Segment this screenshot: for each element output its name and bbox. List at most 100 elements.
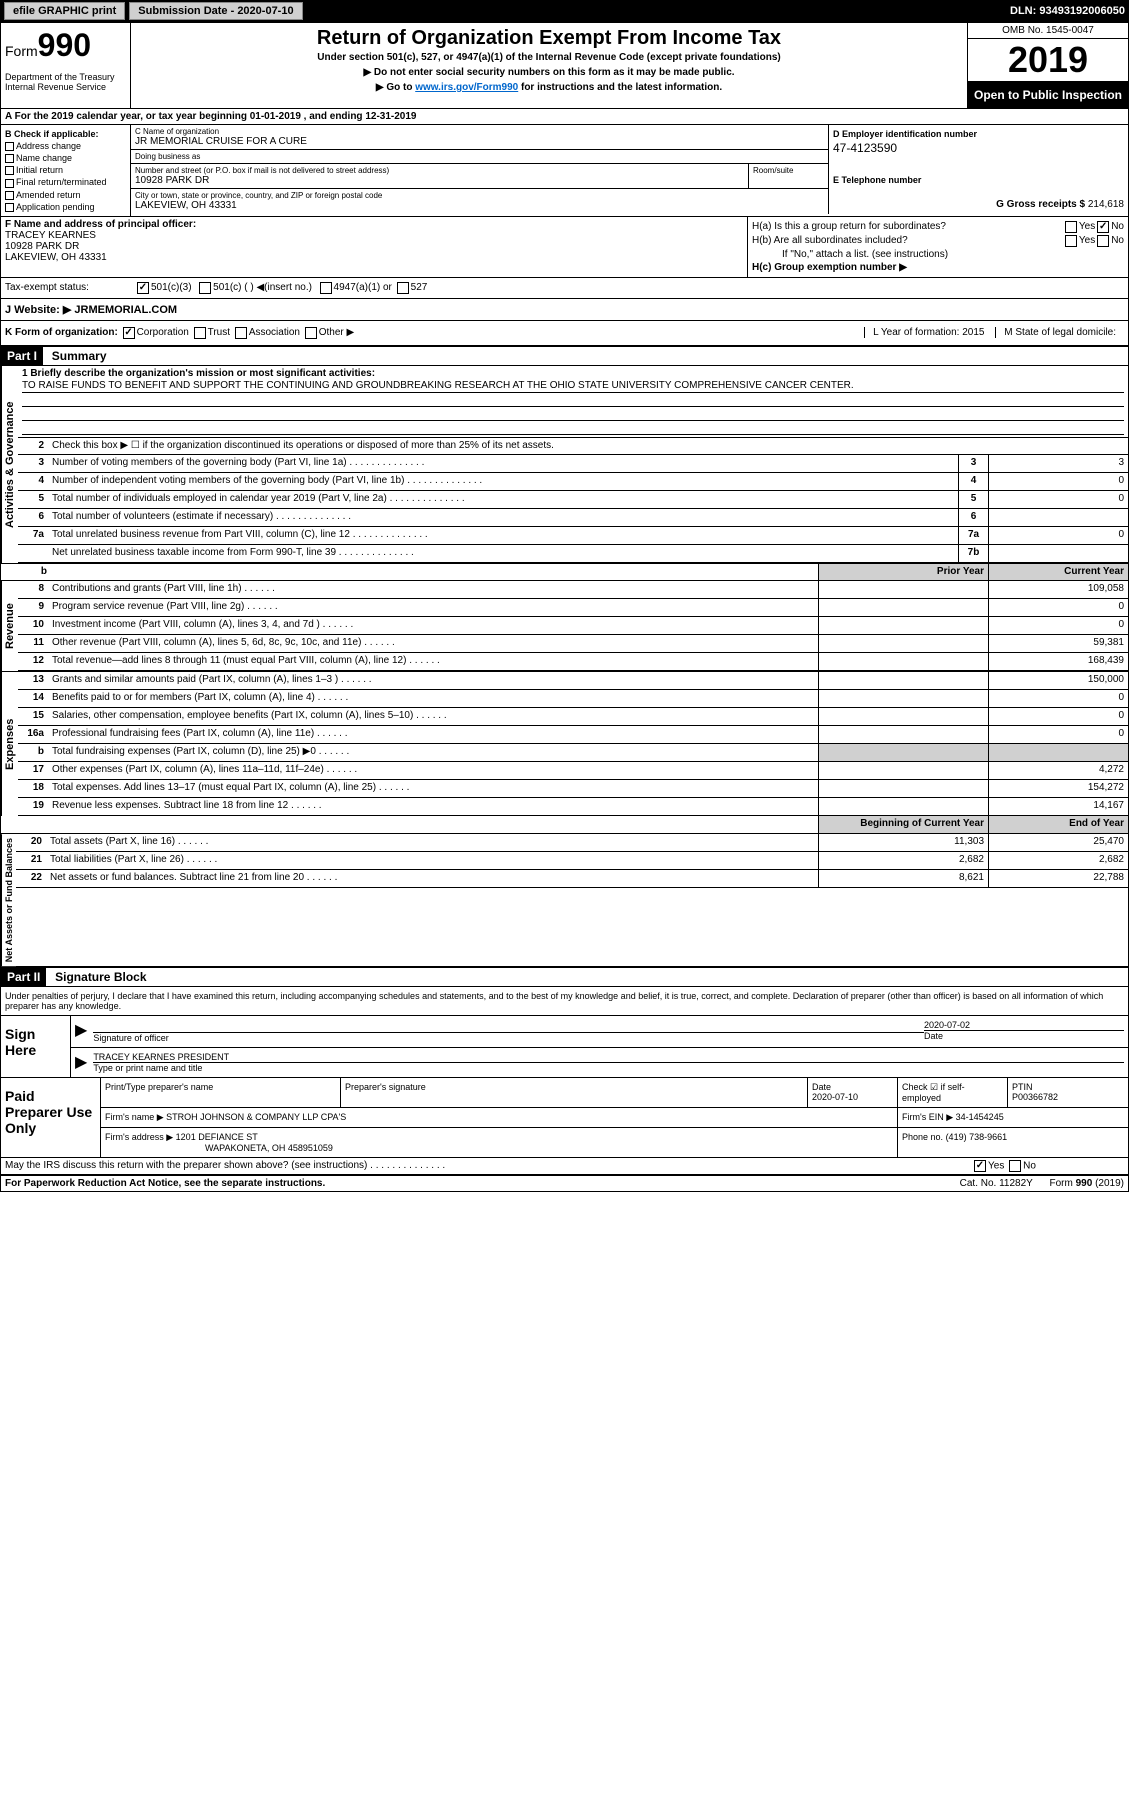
ptin: P00366782 (1012, 1092, 1124, 1102)
org-name-label: C Name of organization (135, 127, 824, 136)
part2-header: Part II Signature Block (1, 966, 1128, 987)
chk-assoc[interactable] (235, 327, 247, 339)
table-row: 18Total expenses. Add lines 13–17 (must … (18, 780, 1128, 798)
sig-date-val: 2020-07-02 (924, 1020, 1124, 1030)
chk-addr-change[interactable] (5, 142, 14, 151)
chk-amended[interactable] (5, 191, 14, 200)
officer-addr1: 10928 PARK DR (5, 241, 743, 252)
hb-yes[interactable] (1065, 235, 1077, 247)
website-label: J Website: ▶ (5, 304, 71, 316)
footer-left: For Paperwork Reduction Act Notice, see … (5, 1178, 325, 1189)
submission-btn[interactable]: Submission Date - 2020-07-10 (129, 2, 302, 20)
open-public: Open to Public Inspection (968, 82, 1128, 108)
firm-phone: (419) 738-9661 (946, 1132, 1008, 1142)
room-suite: Room/suite (748, 164, 828, 188)
part1-header: Part I Summary (1, 347, 1128, 366)
ha-yes[interactable] (1065, 221, 1077, 233)
dba-label: Doing business as (135, 152, 824, 161)
ha-no[interactable] (1097, 221, 1109, 233)
paid-preparer-block: Paid Preparer Use Only Print/Type prepar… (1, 1077, 1128, 1157)
table-row: 3Number of voting members of the governi… (18, 455, 1128, 473)
m-state: M State of legal domicile: (995, 327, 1124, 338)
discuss-yes[interactable] (974, 1160, 986, 1172)
phone-label-e: E Telephone number (833, 175, 1124, 185)
table-row: 14Benefits paid to or for members (Part … (18, 690, 1128, 708)
table-row: 9Program service revenue (Part VIII, lin… (18, 599, 1128, 617)
footer-cat: Cat. No. 11282Y (960, 1178, 1033, 1189)
table-row: 8Contributions and grants (Part VIII, li… (18, 581, 1128, 599)
table-row: 16aProfessional fundraising fees (Part I… (18, 726, 1128, 744)
part1-num: Part I (1, 347, 43, 365)
footer: For Paperwork Reduction Act Notice, see … (1, 1176, 1128, 1191)
hdr-prior: Prior Year (818, 564, 988, 580)
chk-501c3[interactable] (137, 282, 149, 294)
tax-exempt-label: Tax-exempt status: (5, 282, 135, 293)
note-goto-post: for instructions and the latest informat… (518, 82, 722, 93)
side-expenses: Expenses (1, 672, 18, 816)
footer-form: Form 990 (2019) (1050, 1178, 1124, 1189)
chk-name-change[interactable] (5, 154, 14, 163)
hdr-curr: Current Year (988, 564, 1128, 580)
sig-name-val: TRACEY KEARNES PRESIDENT (93, 1052, 1124, 1062)
side-governance: Activities & Governance (1, 366, 18, 563)
prep-date: 2020-07-10 (812, 1092, 893, 1102)
form-990: Form990 Department of the Treasury Inter… (0, 22, 1129, 1192)
table-row: Net unrelated business taxable income fr… (18, 545, 1128, 563)
city-label: City or town, state or province, country… (135, 191, 824, 200)
hb-no[interactable] (1097, 235, 1109, 247)
table-row: 20Total assets (Part X, line 16)11,30325… (16, 834, 1128, 852)
form-header: Form990 Department of the Treasury Inter… (1, 23, 1128, 109)
mission-text: TO RAISE FUNDS TO BENEFIT AND SUPPORT TH… (22, 379, 1124, 393)
table-row: 19Revenue less expenses. Subtract line 1… (18, 798, 1128, 816)
chk-trust[interactable] (194, 327, 206, 339)
perjury-decl: Under penalties of perjury, I declare th… (1, 987, 1128, 1015)
k-label: K Form of organization: (5, 327, 118, 339)
hc-label: H(c) Group exemption number ▶ (752, 262, 907, 273)
firm-ein: 34-1454245 (956, 1112, 1004, 1122)
check-b-column: B Check if applicable: Address change Na… (1, 125, 131, 216)
l-year: L Year of formation: 2015 (864, 327, 992, 338)
table-row: 11Other revenue (Part VIII, column (A), … (18, 635, 1128, 653)
irs-link[interactable]: www.irs.gov/Form990 (415, 82, 518, 93)
block-f-h: F Name and address of principal officer:… (1, 217, 1128, 278)
chk-501c[interactable] (199, 282, 211, 294)
ein-label: D Employer identification number (833, 129, 1124, 139)
block-b-c-d: B Check if applicable: Address change Na… (1, 125, 1128, 217)
table-row: 5Total number of individuals employed in… (18, 491, 1128, 509)
chk-pending[interactable] (5, 203, 14, 212)
paid-preparer-label: Paid Preparer Use Only (1, 1078, 101, 1157)
org-name: JR MEMORIAL CRUISE FOR A CURE (135, 136, 824, 147)
table-row: 15Salaries, other compensation, employee… (18, 708, 1128, 726)
officer-name: TRACEY KEARNES (5, 230, 743, 241)
chk-527[interactable] (397, 282, 409, 294)
discuss-no[interactable] (1009, 1160, 1021, 1172)
addr-label: Number and street (or P.O. box if mail i… (135, 166, 744, 175)
ha-label: H(a) Is this a group return for subordin… (752, 221, 1063, 232)
summary-table: Activities & Governance 1 Briefly descri… (1, 366, 1128, 563)
tax-year: 2019 (968, 39, 1128, 82)
table-row: 21Total liabilities (Part X, line 26)2,6… (16, 852, 1128, 870)
chk-other[interactable] (305, 327, 317, 339)
omb-number: OMB No. 1545-0047 (968, 23, 1128, 39)
dept-treasury: Department of the Treasury Internal Reve… (5, 72, 126, 92)
chk-4947[interactable] (320, 282, 332, 294)
form-label: Form (5, 43, 38, 59)
firm-addr1: 1201 DEFIANCE ST (176, 1132, 258, 1142)
discuss-label: May the IRS discuss this return with the… (5, 1160, 367, 1171)
chk-corp[interactable] (123, 327, 135, 339)
sig-name-label: Type or print name and title (93, 1062, 1124, 1073)
chk-initial[interactable] (5, 166, 14, 175)
side-net: Net Assets or Fund Balances (1, 834, 16, 966)
efile-btn[interactable]: efile GRAPHIC print (4, 2, 125, 20)
dln: DLN: 93493192006050 (1010, 5, 1125, 17)
chk-final[interactable] (5, 179, 14, 188)
prep-name-label: Print/Type preparer's name (101, 1078, 341, 1107)
table-row: 6Total number of volunteers (estimate if… (18, 509, 1128, 527)
arrow-icon: ▶ (75, 1052, 87, 1073)
part2-title: Signature Block (49, 968, 152, 986)
table-row: 4Number of independent voting members of… (18, 473, 1128, 491)
sig-date-label: Date (924, 1030, 1124, 1041)
sign-here-block: Sign Here ▶ Signature of officer 2020-07… (1, 1015, 1128, 1077)
table-row: 10Investment income (Part VIII, column (… (18, 617, 1128, 635)
firm-addr2: WAPAKONETA, OH 458951059 (105, 1143, 893, 1153)
